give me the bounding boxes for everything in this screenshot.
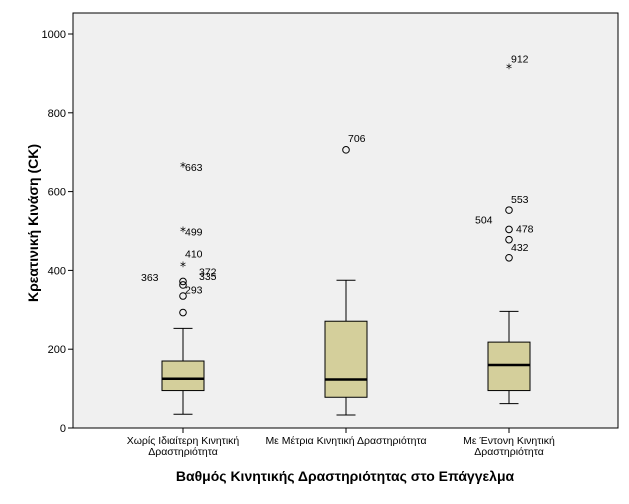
outlier-circle [505,225,513,234]
outlier-label: 293 [185,285,203,297]
x-tick-label: Με Μέτρια Κινητική Δραστηριότητα [265,435,426,447]
outlier-label: 410 [185,248,203,260]
outlier-label: 499 [185,226,203,238]
outlier-label: 706 [348,133,366,145]
outlier-label: 504 [475,214,493,226]
x-tick-label: Χωρίς Ιδιαίτερη Κινητική [127,435,240,447]
outlier-extreme: * [180,259,186,273]
x-axis: Χωρίς Ιδιαίτερη ΚινητικήΔραστηριότηταΜε … [127,428,555,458]
outlier-label: 553 [511,194,529,206]
outlier-circle [342,146,350,154]
y-tick-label: 800 [48,108,66,120]
box [161,360,205,392]
outlier-label: 912 [511,54,529,66]
y-tick-label: 1000 [42,29,66,41]
outlier-circle [179,308,187,317]
y-axis-title: Κρεατινική Κινάση (CK) [25,144,41,302]
outlier-circle [179,277,187,286]
outlier-circle [179,281,187,289]
box [487,341,531,392]
outlier-label: 432 [511,242,529,254]
outlier-circle [505,206,513,214]
outlier-circle [505,235,513,244]
box [324,320,368,398]
y-axis: 0 200 400 600 800 1000 [42,29,73,435]
y-tick-label: 200 [48,344,66,356]
y-tick-label: 0 [60,423,66,435]
outlier-circle [505,253,513,262]
outlier-extreme: * [180,224,186,238]
outlier-label: 372 [199,266,217,278]
x-tick-label: Δραστηριότητα [148,446,218,458]
boxplot-group: *912 553 504 478 432 [475,54,534,405]
outlier-label: 663 [185,162,203,174]
outlier-extreme: * [506,62,512,76]
x-tick-label: Με Έντονη Κινητική [463,435,555,447]
boxplot-group: 706 [324,133,368,416]
y-tick-label: 400 [48,265,66,277]
outlier-extreme: * [180,160,186,174]
outlier-label: 478 [516,224,534,236]
outlier-label: 335 [199,271,217,283]
outlier-circle [179,292,187,300]
x-axis-title: Βαθμός Κινητικής Δραστηριότητας στο Επάγ… [176,468,515,484]
y-tick-label: 600 [48,187,66,199]
x-tick-label: Δραστηριότητα [474,446,544,458]
outlier-label: 363 [141,272,159,284]
